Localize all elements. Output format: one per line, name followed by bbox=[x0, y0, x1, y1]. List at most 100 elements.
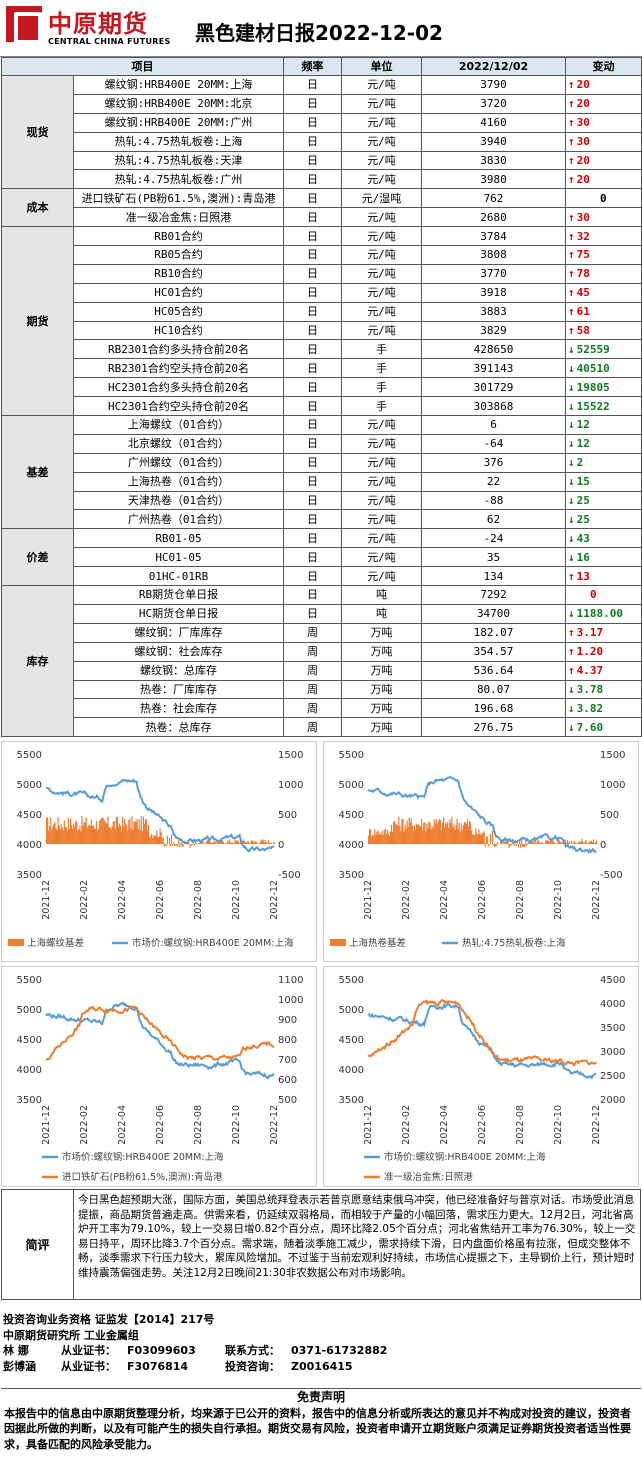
basis-bar bbox=[216, 841, 218, 844]
change-value: 4.37 bbox=[576, 664, 604, 678]
change-cell: ↑ 30 bbox=[565, 207, 642, 228]
basis-bar bbox=[579, 841, 581, 844]
value-cell: 22 bbox=[421, 471, 566, 492]
basis-bar bbox=[150, 835, 152, 844]
table-header-row: 项目 频率 单位 2022/12/02 变动 bbox=[1, 57, 642, 76]
freq-cell: 日 bbox=[283, 169, 342, 190]
value-cell: 354.57 bbox=[421, 641, 566, 662]
change-value: 7.60 bbox=[576, 720, 604, 734]
value-cell: 3770 bbox=[421, 263, 566, 284]
basis-bar bbox=[571, 840, 573, 844]
x-tick: 2022-08 bbox=[193, 1105, 204, 1145]
basis-bar bbox=[441, 822, 444, 844]
basis-bar bbox=[547, 840, 549, 844]
basis-bar bbox=[98, 828, 100, 844]
basis-bar bbox=[380, 835, 382, 844]
change-cell: ↑ 20 bbox=[565, 75, 642, 95]
basis-bar bbox=[452, 827, 454, 844]
unit-cell: 元/吨 bbox=[341, 207, 422, 228]
basis-bar bbox=[508, 844, 510, 848]
table-row: 螺纹钢：总库存周万吨 536.64 ↑ 4.37 bbox=[2, 660, 642, 681]
basis-bar bbox=[86, 827, 88, 844]
basis-bar bbox=[386, 830, 388, 844]
arrow-down-icon: ↓ bbox=[568, 475, 575, 489]
basis-bar bbox=[427, 828, 429, 844]
basis-bar bbox=[476, 833, 478, 844]
basis-bar bbox=[76, 822, 78, 844]
basis-bar bbox=[530, 841, 532, 844]
freq-cell: 日 bbox=[283, 528, 342, 549]
basis-bar bbox=[566, 840, 569, 844]
header-change: 变动 bbox=[565, 57, 642, 76]
price-line bbox=[367, 1001, 597, 1080]
freq-cell: 日 bbox=[283, 150, 342, 171]
basis-bar bbox=[171, 844, 174, 846]
change-cell: ↓ 12 bbox=[565, 415, 642, 435]
basis-bar bbox=[381, 830, 383, 844]
basis-bar bbox=[68, 828, 71, 844]
unit-cell: 元/吨 bbox=[341, 528, 422, 549]
freq-cell: 日 bbox=[283, 131, 342, 152]
basis-bar bbox=[372, 834, 374, 844]
basis-bar bbox=[479, 834, 481, 844]
table-row: 螺纹钢：社会库存周万吨 354.57 ↑ 1.20 bbox=[2, 641, 642, 662]
y-right-tick: 900 bbox=[278, 1015, 297, 1026]
x-tick: 2022-06 bbox=[477, 1105, 488, 1145]
basis-bar bbox=[259, 842, 261, 844]
basis-bar bbox=[447, 821, 449, 844]
basis-bar bbox=[130, 828, 132, 844]
change-value: 30 bbox=[576, 210, 590, 224]
change-value: 3.82 bbox=[576, 701, 604, 715]
change-value: 25 bbox=[576, 512, 590, 526]
cert-label-2: 从业证书： bbox=[61, 1359, 116, 1373]
basis-bar bbox=[261, 840, 263, 844]
basis-bar bbox=[272, 842, 275, 844]
x-tick: 2022-04 bbox=[117, 880, 128, 920]
item-cell: 热轧:4.75热轧板卷:上海 bbox=[73, 131, 284, 152]
y-left-tick: 5500 bbox=[17, 750, 42, 761]
value-cell: 3980 bbox=[421, 169, 566, 190]
unit-cell: 万吨 bbox=[341, 622, 422, 643]
header-item: 项目 bbox=[1, 57, 284, 76]
value-cell: -64 bbox=[421, 433, 566, 454]
y-left-tick: 4500 bbox=[339, 1035, 364, 1046]
basis-bar bbox=[66, 831, 69, 844]
unit-cell: 元/吨 bbox=[341, 131, 422, 152]
basis-bar bbox=[521, 840, 523, 844]
basis-bar bbox=[132, 830, 134, 844]
basis-bar bbox=[161, 837, 163, 844]
change-cell: ↓ 1188.00 bbox=[565, 603, 642, 624]
basis-bar bbox=[540, 842, 543, 844]
basis-bar bbox=[109, 827, 111, 844]
basis-bar bbox=[523, 844, 525, 848]
basis-bar bbox=[137, 829, 139, 844]
basis-bar bbox=[233, 843, 235, 844]
basis-bar bbox=[49, 825, 51, 844]
unit-cell: 元/吨 bbox=[341, 547, 422, 568]
basis-bar bbox=[383, 829, 385, 844]
basis-bar bbox=[85, 817, 87, 844]
basis-bar bbox=[162, 837, 164, 844]
basis-bar bbox=[428, 821, 430, 844]
basis-bar bbox=[78, 829, 80, 844]
basis-bar bbox=[531, 839, 533, 844]
table-row: HC10合约日元/吨 3829 ↑ 58 bbox=[2, 320, 642, 341]
basis-bar bbox=[369, 828, 371, 844]
change-cell: ↓ 2 bbox=[565, 452, 642, 473]
change-value: 30 bbox=[576, 116, 590, 130]
change-cell: ↑ 30 bbox=[565, 112, 642, 133]
basis-bar bbox=[269, 843, 272, 844]
value-cell: 3790 bbox=[421, 75, 566, 95]
basis-bar bbox=[180, 842, 182, 844]
arrow-up-icon: ↑ bbox=[568, 210, 575, 224]
basis-bar bbox=[485, 836, 487, 844]
value-cell: 536.64 bbox=[421, 660, 566, 681]
value-cell: -24 bbox=[421, 528, 566, 549]
basis-bar bbox=[509, 844, 511, 846]
basis-bar bbox=[50, 817, 52, 844]
item-cell: 天津热卷（01合约） bbox=[73, 490, 284, 511]
basis-bar bbox=[268, 842, 270, 844]
freq-cell: 周 bbox=[283, 717, 342, 738]
basis-bar bbox=[371, 836, 373, 844]
price-line bbox=[45, 1001, 275, 1080]
